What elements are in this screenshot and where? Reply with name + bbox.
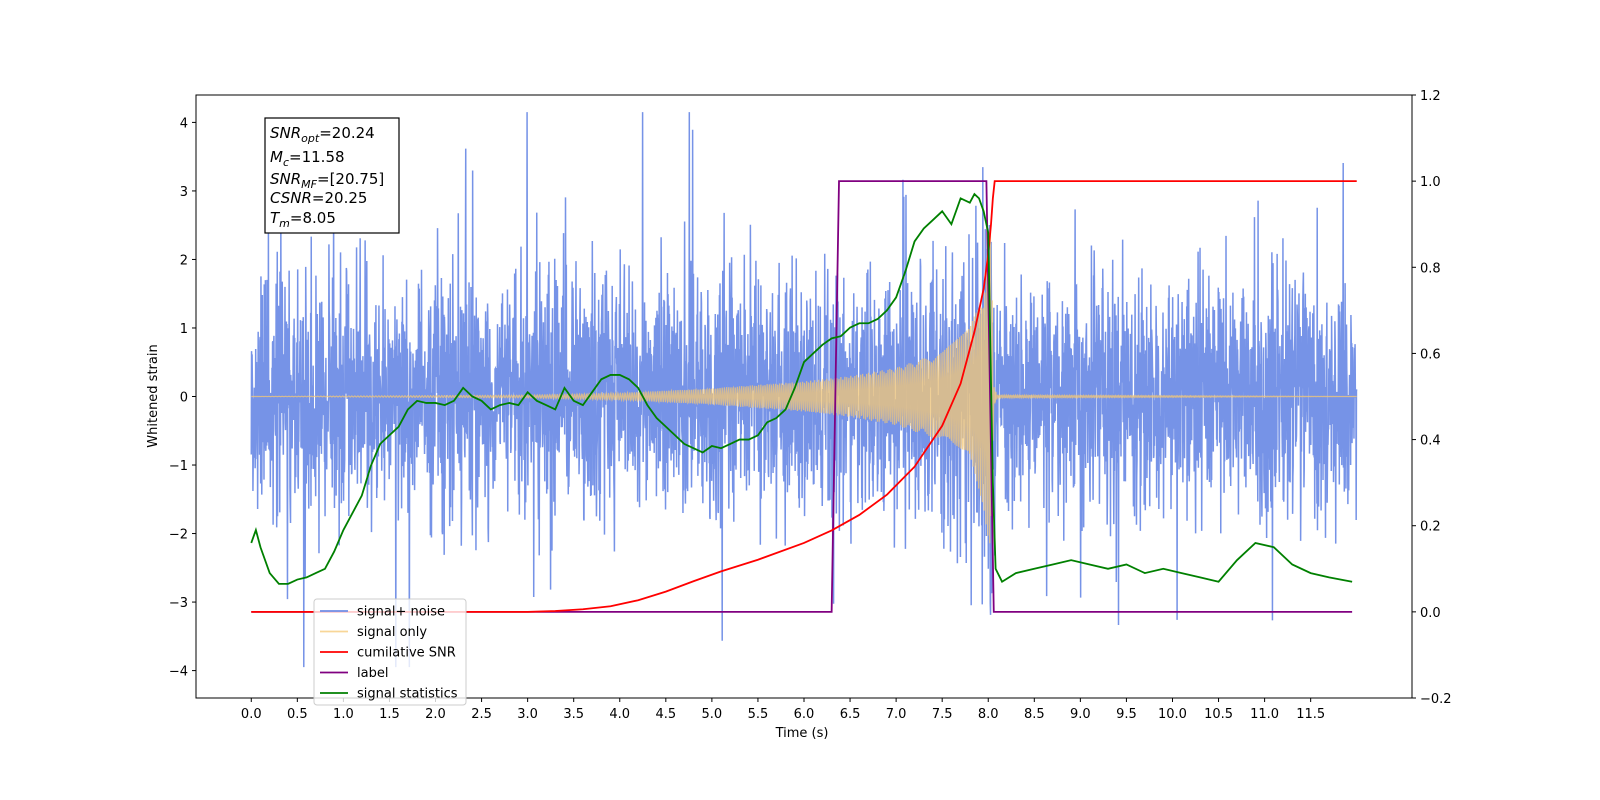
x-tick-label: 8.5: [1024, 707, 1045, 722]
series-signal-noise: [250, 112, 1358, 668]
y2-tick-label: −0.2: [1420, 692, 1452, 707]
x-tick-label: 2.5: [471, 707, 492, 722]
series-signal-statistics: [250, 192, 1353, 585]
series-signal-only: [251, 231, 1357, 544]
x-tick-label: 1.0: [333, 707, 354, 722]
snr-opt-label: SNRopt=20.24: [270, 124, 375, 145]
legend-label: signal only: [357, 625, 427, 640]
y-tick-label: 1: [180, 322, 188, 337]
y-tick-label: −3: [169, 596, 188, 611]
y2-tick-label: 1.0: [1420, 175, 1441, 190]
y-axis-right: 1.2 1.0 0.8 0.6 0.4 0.2 0.0 −0.2: [1412, 89, 1452, 707]
y2-tick-label: 0.8: [1420, 261, 1441, 276]
y2-tick-label: 0.4: [1420, 434, 1441, 449]
y-tick-label: −2: [169, 528, 188, 543]
x-tick-label: 3.0: [517, 707, 538, 722]
x-tick-label: 4.0: [609, 707, 630, 722]
y-tick-label: 4: [180, 116, 188, 131]
y-tick-label: 3: [180, 185, 188, 200]
y-tick-label: 2: [180, 253, 188, 268]
x-tick-label: 7.5: [932, 707, 953, 722]
csnr-label: CSNR=20.25: [270, 189, 367, 207]
y-tick-label: −4: [169, 665, 188, 680]
x-tick-label: 0.0: [241, 707, 262, 722]
legend-label: cumilative SNR: [357, 646, 456, 661]
y-axis-title: Whitened strain: [146, 344, 161, 447]
x-tick-label: 1.5: [379, 707, 400, 722]
x-tick-label: 6.0: [794, 707, 815, 722]
y2-tick-label: 0.6: [1420, 347, 1441, 362]
series-layer: [250, 112, 1358, 668]
y2-tick-label: 0.2: [1420, 520, 1441, 535]
x-tick-label: 11.5: [1296, 707, 1325, 722]
x-tick-label: 10.0: [1158, 707, 1187, 722]
snr-mf-label: SNRMF=[20.75]: [270, 170, 384, 191]
y-axis-left: 4 3 2 1 0 −1 −2 −3 −4: [169, 116, 196, 680]
x-axis: 0.0 0.5 1.0 1.5 2.0 2.5 3.0 3.5 4.0 4.5 5.0 5.5 6.0 6…: [241, 698, 1325, 722]
y2-tick-label: 0.0: [1420, 606, 1441, 621]
stats-annotation: SNRopt=20.24 Mc=11.58 SNRMF=[20.75] CSNR…: [264, 117, 400, 234]
legend-label: signal statistics: [357, 687, 458, 702]
y2-tick-label: 1.2: [1420, 89, 1441, 104]
x-tick-label: 10.5: [1204, 707, 1233, 722]
x-tick-label: 8.0: [978, 707, 999, 722]
x-tick-label: 3.5: [563, 707, 584, 722]
x-tick-label: 9.5: [1116, 707, 1137, 722]
y-tick-label: 0: [180, 391, 188, 406]
x-axis-title: Time (s): [775, 726, 829, 741]
x-tick-label: 0.5: [287, 707, 308, 722]
tm-label: Tm=8.05: [270, 209, 336, 230]
legend-label: signal+ noise: [357, 605, 445, 620]
x-tick-label: 9.0: [1070, 707, 1091, 722]
x-tick-label: 11.0: [1250, 707, 1279, 722]
x-tick-label: 2.0: [425, 707, 446, 722]
legend-label: label: [357, 666, 388, 681]
mc-label: Mc=11.58: [270, 148, 345, 169]
x-tick-label: 4.5: [655, 707, 676, 722]
y-tick-label: −1: [169, 459, 188, 474]
x-tick-label: 7.0: [886, 707, 907, 722]
x-tick-label: 5.0: [702, 707, 723, 722]
legend: signal+ noise signal only cumilative SNR la…: [313, 598, 467, 706]
x-tick-label: 6.5: [840, 707, 861, 722]
x-tick-label: 5.5: [748, 707, 769, 722]
series-label: [251, 180, 1353, 613]
